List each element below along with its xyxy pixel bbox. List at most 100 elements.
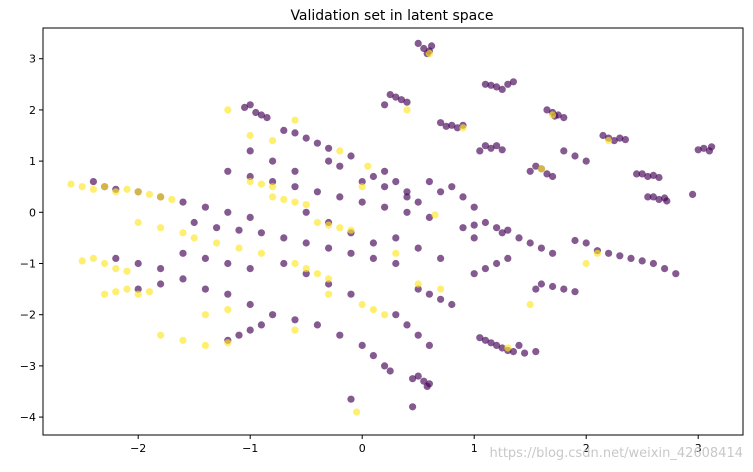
scatter-point-yellow — [358, 183, 366, 191]
scatter-point-yellow — [431, 211, 439, 219]
scatter-point-purple — [224, 208, 232, 216]
scatter-point-yellow — [325, 275, 333, 283]
scatter-point-yellow — [392, 249, 400, 257]
scatter-point-purple — [246, 265, 254, 273]
scatter-point-yellow — [168, 195, 176, 204]
scatter-point-purple — [428, 42, 436, 50]
scatter-point-purple — [325, 144, 333, 152]
scatter-point-purple — [493, 341, 501, 349]
scatter-point-purple — [453, 124, 461, 132]
scatter-point-purple — [638, 170, 646, 178]
scatter-point-purple — [532, 285, 540, 293]
scatter-point-yellow — [134, 290, 142, 298]
scatter-point-purple — [347, 152, 355, 160]
scatter-point-purple — [470, 234, 478, 242]
scatter-point-yellow — [269, 193, 277, 201]
scatter-point-purple — [498, 229, 506, 237]
scatter-point-yellow — [134, 218, 142, 227]
scatter-point-purple — [498, 344, 506, 352]
scatter-point-purple — [459, 224, 467, 232]
scatter-point-yellow — [381, 311, 389, 319]
scatter-point-purple — [224, 259, 232, 268]
scatter-point-purple — [549, 282, 557, 291]
scatter-point-purple — [235, 226, 243, 234]
scatter-point-yellow — [437, 285, 445, 293]
scatter-point-purple — [425, 178, 433, 186]
scatter-point-purple — [336, 162, 344, 170]
scatter-point-purple — [470, 221, 478, 229]
scatter-point-purple — [403, 188, 411, 196]
scatter-point-purple — [661, 265, 669, 273]
scatter-point-yellow — [101, 290, 109, 298]
scatter-point-purple — [224, 290, 232, 298]
scatter-point-purple — [616, 252, 624, 260]
scatter-point-purple — [325, 244, 333, 252]
scatter-point-purple — [459, 193, 467, 201]
scatter-point-purple — [381, 101, 389, 109]
scatter-point-purple — [487, 81, 495, 89]
scatter-point-purple — [649, 193, 658, 201]
scatter-point-purple — [437, 254, 445, 262]
scatter-point-purple — [246, 172, 254, 181]
scatter-point-purple — [560, 147, 568, 155]
scatter-point-yellow — [369, 306, 377, 314]
scatter-point-purple — [392, 311, 400, 319]
scatter-point-purple — [280, 126, 288, 134]
scatter-point-purple — [655, 195, 663, 204]
scatter-point-yellow — [123, 285, 131, 293]
scatter-point-purple — [638, 257, 646, 265]
scatter-point-purple — [549, 172, 557, 181]
scatter-point-purple — [392, 234, 400, 242]
scatter-point-yellow — [157, 193, 165, 201]
scatter-point-purple — [493, 224, 501, 232]
scatter-point-purple — [325, 280, 333, 288]
scatter-point-yellow — [336, 147, 344, 155]
x-axis: −2 −1 0 1 2 3 — [130, 435, 702, 455]
scatter-point-purple — [582, 239, 590, 247]
scatter-point-purple — [213, 224, 221, 232]
scatter-point-purple — [246, 147, 254, 155]
y-tick-label: 1 — [29, 155, 36, 168]
scatter-point-purple — [487, 339, 495, 347]
chart-title: Validation set in latent space — [290, 8, 493, 24]
scatter-point-yellow — [224, 306, 232, 314]
plot-frame — [42, 27, 744, 436]
scatter-point-yellow — [134, 188, 142, 196]
scatter-point-yellow — [179, 229, 187, 237]
scatter-point-purple — [420, 44, 428, 53]
scatter-point-yellow — [313, 218, 321, 227]
scatter-point-purple — [381, 167, 389, 175]
scatter-point-purple — [280, 234, 288, 242]
scatter-point-purple — [504, 226, 512, 234]
scatter-point-yellow — [291, 259, 299, 268]
scatter-point-yellow — [269, 183, 277, 191]
scatter-point-purple — [504, 80, 512, 88]
scatter-point-purple — [403, 98, 411, 106]
scatter-point-yellow — [235, 244, 243, 252]
scatter-point-yellow — [67, 180, 75, 188]
scatter-point-purple — [448, 121, 456, 129]
x-tick-label: 1 — [471, 442, 478, 455]
scatter-point-purple — [689, 190, 697, 198]
scatter-point-purple — [381, 203, 389, 211]
scatter-point-purple — [694, 146, 702, 154]
scatter-point-yellow — [336, 224, 344, 232]
scatter-point-purple — [347, 395, 355, 403]
scatter-point-purple — [269, 311, 277, 319]
scatter-point-yellow — [201, 341, 209, 349]
x-tick-label: 0 — [359, 442, 366, 455]
scatter-point-yellow — [112, 288, 120, 296]
scatter-point-purple — [386, 367, 394, 375]
scatter-point-purple — [526, 167, 534, 175]
scatter-point-purple — [201, 285, 209, 293]
scatter-point-yellow — [549, 111, 557, 119]
x-tick-label: −2 — [130, 442, 146, 455]
scatter-point-purple — [644, 172, 652, 181]
scatter-point-purple — [397, 96, 405, 104]
scatter-point-purple — [291, 183, 299, 191]
scatter-point-purple — [532, 162, 540, 170]
scatter-point-purple — [157, 280, 165, 288]
scatter-point-purple — [246, 213, 254, 221]
scatter-point-yellow — [425, 50, 433, 58]
scatter-point-purple — [621, 136, 630, 144]
